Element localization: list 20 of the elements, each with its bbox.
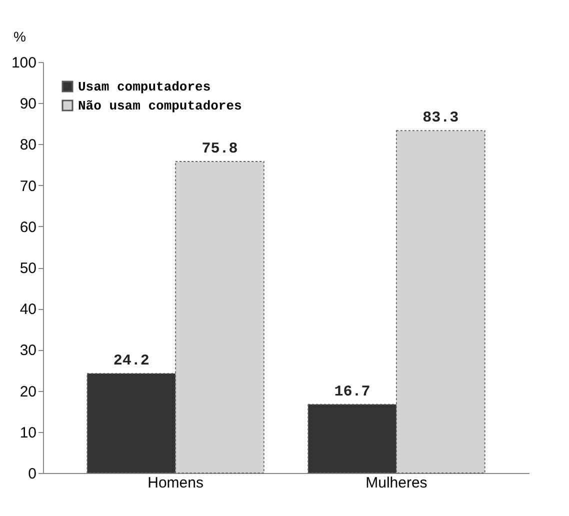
- data-label: 16.7: [334, 383, 370, 400]
- x-tick-label: Mulheres: [366, 474, 428, 492]
- y-tick-label: 0: [28, 466, 36, 482]
- y-tick-label: 80: [20, 136, 36, 154]
- y-tick-label: 70: [20, 178, 36, 195]
- y-axis-title: %: [14, 28, 26, 44]
- y-tick-label: 40: [20, 301, 36, 318]
- data-label: 75.8: [202, 140, 238, 158]
- data-label: 24.2: [113, 352, 150, 370]
- y-tick-label: 90: [20, 96, 36, 113]
- y-tick-label: 10: [20, 424, 36, 442]
- y-tick-label: 100: [11, 54, 36, 72]
- legend-label: Usam computadores: [78, 80, 211, 94]
- y-tick-label: 30: [20, 342, 36, 360]
- y-tick-label: 60: [20, 218, 36, 236]
- y-tick-label: 50: [20, 260, 36, 277]
- data-label: 83.3: [422, 110, 459, 127]
- legend-label: Não usam computadores: [78, 98, 242, 114]
- y-tick-label: 20: [20, 383, 36, 400]
- x-tick-label: Homens: [148, 474, 204, 492]
